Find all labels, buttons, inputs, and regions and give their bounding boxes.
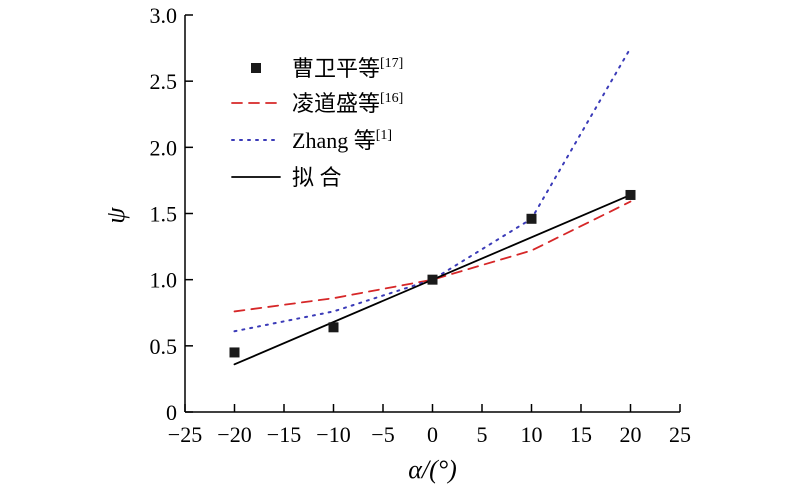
x-axis-title: α/(°) [408, 455, 457, 484]
legend-label: 凌道盛等[16] [292, 91, 403, 116]
legend-item-0: 曹卫平等[17] [251, 56, 403, 81]
legend-item-2: Zhang 等[1] [231, 128, 392, 153]
legend-item-3: 拟 合 [231, 165, 342, 190]
series-0 [229, 189, 636, 358]
series-layer [229, 47, 636, 366]
x-tick-label: 15 [570, 422, 592, 447]
legend-marker [251, 63, 261, 73]
data-point [526, 213, 537, 224]
data-point [427, 274, 438, 285]
y-tick-label: 3.0 [150, 3, 178, 28]
x-tick-label: −15 [267, 422, 301, 447]
data-point [625, 189, 636, 200]
y-tick-label: 1.0 [150, 268, 178, 293]
legend-label: 拟 合 [292, 165, 342, 190]
series-line [233, 47, 632, 333]
legend-label: 曹卫平等[17] [292, 56, 403, 81]
legend-label: Zhang 等[1] [292, 128, 392, 153]
y-tick-label: 0.5 [150, 334, 178, 359]
legend: 曹卫平等[17] 凌道盛等[16] Zhang 等[1] 拟 合 [231, 56, 403, 190]
x-tick-label: −5 [371, 422, 394, 447]
axes: −25 −20 −15 −10 −5 0 5 10 15 20 25 0 0.5 1.0 1.5 2.0 2.5… [101, 3, 691, 484]
y-tick-label: 1.5 [150, 202, 178, 227]
x-tick-label: −10 [316, 422, 350, 447]
x-tick-label: −20 [217, 422, 251, 447]
x-tick-label: 25 [669, 422, 691, 447]
data-point [328, 322, 339, 333]
x-tick-label: 20 [620, 422, 642, 447]
x-tick-label: 5 [477, 422, 488, 447]
x-tick-label: −25 [168, 422, 202, 447]
series-2 [233, 47, 632, 333]
x-tick-label: 10 [521, 422, 543, 447]
x-tick-label: 0 [427, 422, 438, 447]
series-1 [233, 200, 632, 313]
y-tick-label: 2.5 [150, 69, 178, 94]
data-point [229, 347, 240, 358]
legend-item-1: 凌道盛等[16] [231, 91, 403, 116]
y-tick-label: 2.0 [150, 135, 178, 160]
y-axis-title: ψ [101, 207, 130, 224]
series-line [233, 200, 632, 313]
y-tick-label: 0 [166, 400, 177, 425]
